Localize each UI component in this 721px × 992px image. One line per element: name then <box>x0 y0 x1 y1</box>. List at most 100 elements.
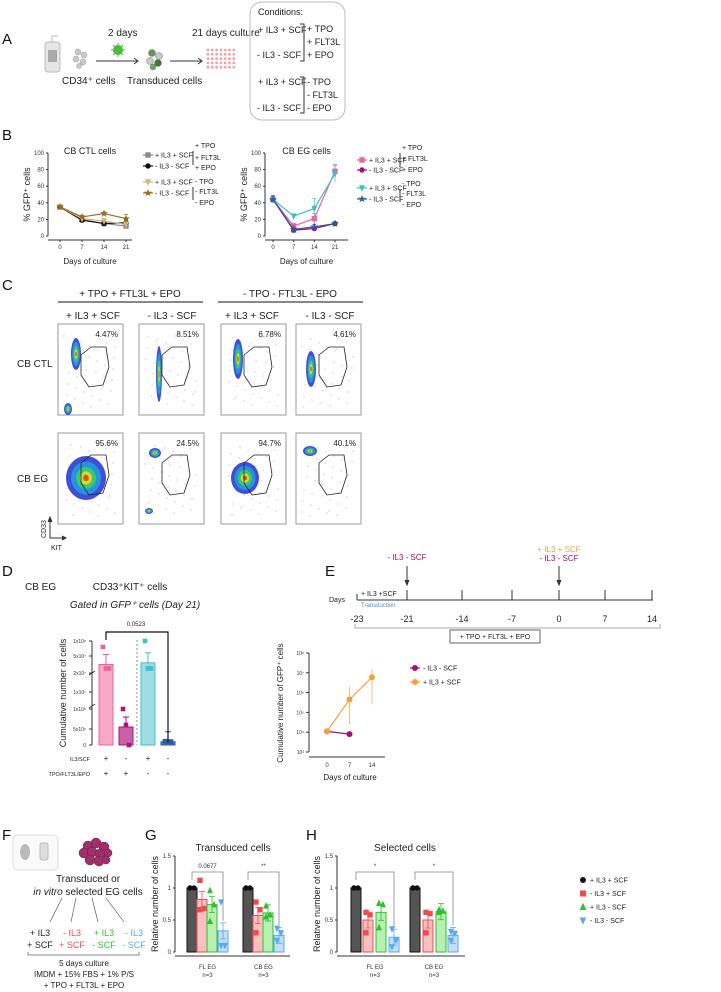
significance-label: * <box>374 864 377 870</box>
well <box>215 65 219 69</box>
event-dot <box>307 465 309 467</box>
fetus-icon <box>20 844 30 860</box>
event-dot <box>144 369 146 371</box>
event-dot <box>273 460 275 462</box>
series-1 <box>270 195 338 233</box>
data-point <box>253 930 259 936</box>
data-point <box>324 728 330 735</box>
bar <box>242 887 254 953</box>
event-dot <box>339 387 341 389</box>
significance-label: * <box>433 864 436 870</box>
event-dot <box>316 364 318 366</box>
event-dot <box>90 406 92 408</box>
event-dot <box>144 463 146 465</box>
event-dot <box>258 513 260 515</box>
legend-marker <box>580 877 586 883</box>
condition-sign: - <box>167 754 170 763</box>
well <box>215 61 219 65</box>
condition-bottom: + SCF <box>59 940 85 950</box>
series-line <box>59 206 127 220</box>
event-dot <box>160 471 162 473</box>
condition-sign: + <box>104 754 109 763</box>
significance-bracket <box>247 871 280 926</box>
condition-sign: - <box>167 769 170 778</box>
event-dot <box>332 372 334 374</box>
data-point <box>331 219 339 228</box>
factor-plus-flt3l: + FLT3L <box>307 37 340 47</box>
event-dot <box>183 494 185 496</box>
data-point <box>263 912 269 920</box>
event-dot <box>157 338 159 340</box>
data-point <box>121 214 131 223</box>
well <box>228 52 231 56</box>
condition-top: - IL3 <box>63 928 81 938</box>
event-dot <box>104 364 106 366</box>
event-dot <box>339 481 341 483</box>
data-point <box>346 731 353 738</box>
event-dot <box>252 393 254 395</box>
event-dot <box>147 336 149 338</box>
x-tick-label: 7 <box>348 763 352 769</box>
well <box>210 57 214 60</box>
event-dot <box>165 508 167 510</box>
event-dot <box>306 476 308 478</box>
n-label: n=3 <box>202 973 213 979</box>
condition-sign: + <box>124 769 129 778</box>
panel-label-b: B <box>2 127 12 144</box>
event-dot <box>269 390 271 392</box>
event-dot <box>83 485 85 487</box>
event-dot <box>152 467 154 469</box>
event-dot <box>181 444 183 446</box>
event-dot <box>251 404 253 406</box>
legend-factor: + EPO <box>402 167 423 174</box>
event-dot <box>337 337 339 339</box>
legend-label: - IL3 - SCF <box>423 666 457 673</box>
legend-label: - IL3 - SCF <box>369 197 403 204</box>
condition-bottom: - SCF <box>92 940 116 950</box>
event-dot <box>184 389 186 391</box>
y-tick-label: 20 <box>37 217 44 223</box>
cell-density <box>158 370 160 378</box>
event-dot <box>307 371 309 373</box>
timeline-tick-label: -21 <box>400 614 413 624</box>
event-dot <box>98 504 100 506</box>
event-dot <box>162 355 164 357</box>
culture-plate-icon <box>206 48 236 69</box>
event-dot <box>346 496 348 498</box>
event-dot <box>345 341 347 343</box>
data-point <box>253 899 259 905</box>
gate-percentage: 8.51% <box>176 330 199 339</box>
event-dot <box>103 375 105 377</box>
data-point <box>376 899 382 907</box>
well <box>232 61 236 65</box>
event-dot <box>255 360 257 362</box>
event-dot <box>318 342 320 344</box>
event-dot <box>235 490 237 492</box>
event-dot <box>352 450 354 452</box>
data-point <box>393 937 399 945</box>
span-label-box <box>449 629 541 644</box>
event-dot <box>267 506 269 508</box>
event-dot <box>82 496 84 498</box>
y-tick-label: 0 <box>168 950 172 956</box>
event-dot <box>98 338 100 340</box>
significance-bracket <box>355 871 395 928</box>
well <box>215 57 219 60</box>
event-dot <box>187 376 189 378</box>
event-dot <box>309 349 311 351</box>
event-dot <box>330 488 332 490</box>
cell-density <box>154 452 156 454</box>
event-dot <box>157 504 159 506</box>
event-dot <box>91 489 93 491</box>
data-point <box>207 886 213 894</box>
event-dot <box>231 514 233 516</box>
error-bar <box>220 922 226 940</box>
event-dot <box>334 350 336 352</box>
event-dot <box>344 446 346 448</box>
event-dot <box>154 445 156 447</box>
flow-plot: 4.61% <box>295 323 362 416</box>
event-dot <box>66 394 68 396</box>
y-tick-label: 1x10⁸ <box>73 639 86 645</box>
series-line <box>272 199 336 230</box>
